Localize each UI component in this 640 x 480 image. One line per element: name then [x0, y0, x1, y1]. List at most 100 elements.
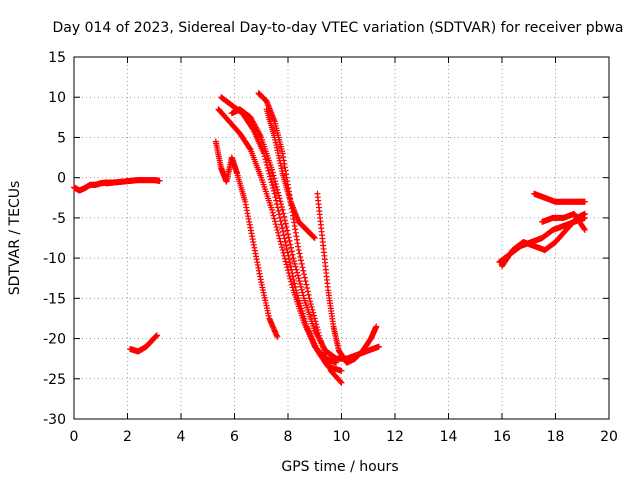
- data-point: [282, 239, 289, 246]
- data-point: [301, 271, 308, 278]
- data-point: [337, 378, 344, 385]
- data-point: [338, 379, 345, 386]
- data-point: [299, 289, 306, 296]
- data-point: [297, 253, 304, 260]
- data-point: [275, 229, 282, 236]
- data-point: [153, 332, 160, 339]
- data-point: [272, 194, 279, 201]
- data-point: [282, 258, 289, 265]
- y-tick-label: -30: [43, 412, 66, 428]
- data-points: [71, 90, 588, 386]
- data-point: [289, 273, 296, 280]
- data-point: [581, 210, 588, 217]
- data-point: [246, 145, 253, 152]
- x-tick-label: 20: [600, 429, 618, 445]
- data-point: [373, 323, 380, 330]
- data-point: [268, 206, 275, 213]
- data-point: [281, 213, 288, 220]
- x-axis-label: GPS time / hours: [281, 459, 398, 475]
- data-point: [308, 303, 315, 310]
- data-point: [300, 292, 307, 299]
- data-point: [293, 266, 300, 273]
- series-arc-2: [103, 177, 163, 187]
- data-point: [283, 242, 290, 249]
- data-point: [296, 278, 303, 285]
- data-point: [270, 187, 277, 194]
- data-point: [288, 244, 295, 251]
- data-point: [278, 244, 285, 251]
- data-point: [278, 203, 285, 210]
- data-point: [305, 291, 312, 298]
- data-point: [314, 326, 321, 333]
- series-arc-10: [314, 190, 380, 366]
- x-tick-label: 4: [177, 429, 186, 445]
- data-point: [310, 309, 317, 316]
- y-tick-label: 15: [48, 50, 66, 66]
- data-point: [283, 261, 290, 268]
- data-point: [272, 221, 279, 228]
- data-point: [304, 288, 311, 295]
- data-point: [288, 281, 295, 288]
- data-point: [290, 276, 297, 283]
- data-point: [262, 156, 269, 163]
- data-point: [286, 259, 293, 266]
- data-point: [311, 315, 318, 322]
- data-point: [275, 192, 282, 199]
- data-point: [272, 218, 279, 225]
- grid: [74, 57, 609, 419]
- axis-ticks: [73, 56, 610, 420]
- data-point: [312, 318, 319, 325]
- series-arc-9: [263, 106, 318, 241]
- data-point: [283, 224, 290, 231]
- data-point: [270, 172, 277, 179]
- y-tick-label: 10: [48, 90, 66, 106]
- data-point: [281, 235, 288, 242]
- y-tick-labels: -30 -25 -20 -15 -10 -5 0 5 10 15: [43, 50, 66, 428]
- data-point: [278, 201, 285, 208]
- data-point: [279, 206, 286, 213]
- data-point: [307, 301, 314, 308]
- data-point: [274, 333, 281, 340]
- data-point: [581, 226, 588, 233]
- x-tick-label: 2: [123, 429, 132, 445]
- data-point: [266, 170, 273, 177]
- data-point: [297, 280, 304, 287]
- data-point: [278, 221, 285, 228]
- data-point: [280, 228, 287, 235]
- data-point: [304, 284, 311, 291]
- data-point: [300, 267, 307, 274]
- chart-title: Day 014 of 2023, Sidereal Day-to-day VTE…: [52, 20, 623, 36]
- data-point: [274, 226, 281, 233]
- data-point: [297, 257, 304, 264]
- data-point: [283, 245, 290, 252]
- data-point: [277, 198, 284, 205]
- x-tick-label: 10: [333, 429, 351, 445]
- data-point: [301, 274, 308, 281]
- x-tick-label: 16: [493, 429, 511, 445]
- data-point: [296, 250, 303, 257]
- data-point: [273, 183, 280, 190]
- data-point: [313, 321, 320, 328]
- data-point: [279, 247, 286, 254]
- data-point: [292, 263, 299, 270]
- data-point: [285, 252, 292, 259]
- data-point: [311, 235, 318, 241]
- x-tick-label: 8: [284, 429, 293, 445]
- y-tick-label: -10: [43, 251, 66, 267]
- data-point: [156, 177, 163, 184]
- data-point: [276, 195, 283, 202]
- data-point: [290, 255, 297, 262]
- data-point: [297, 283, 304, 290]
- series-arc-8: [255, 90, 345, 386]
- data-point: [285, 234, 292, 241]
- data-point: [270, 185, 277, 192]
- data-point: [295, 275, 302, 282]
- data-point: [272, 178, 279, 185]
- data-point: [275, 207, 282, 214]
- y-tick-label: -5: [52, 211, 66, 227]
- data-point: [288, 248, 295, 255]
- data-point: [286, 237, 293, 244]
- data-point: [291, 280, 298, 287]
- data-point: [271, 175, 278, 182]
